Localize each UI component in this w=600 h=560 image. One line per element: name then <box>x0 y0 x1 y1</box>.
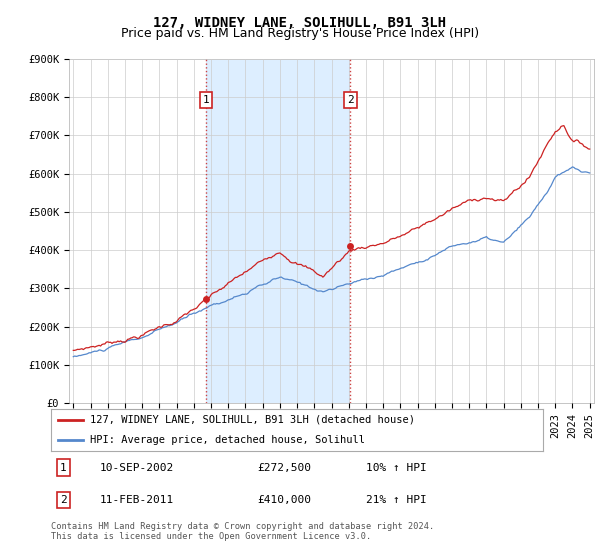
Text: 11-FEB-2011: 11-FEB-2011 <box>100 495 175 505</box>
Text: 21% ↑ HPI: 21% ↑ HPI <box>366 495 427 505</box>
Text: £410,000: £410,000 <box>257 495 311 505</box>
Text: 2: 2 <box>347 95 354 105</box>
Text: 1: 1 <box>60 463 67 473</box>
Text: 10% ↑ HPI: 10% ↑ HPI <box>366 463 427 473</box>
Text: Contains HM Land Registry data © Crown copyright and database right 2024.
This d: Contains HM Land Registry data © Crown c… <box>51 522 434 542</box>
Text: 10-SEP-2002: 10-SEP-2002 <box>100 463 175 473</box>
Text: 2: 2 <box>60 495 67 505</box>
Text: 1: 1 <box>202 95 209 105</box>
Text: HPI: Average price, detached house, Solihull: HPI: Average price, detached house, Soli… <box>91 435 365 445</box>
Text: 127, WIDNEY LANE, SOLIHULL, B91 3LH (detached house): 127, WIDNEY LANE, SOLIHULL, B91 3LH (det… <box>91 415 415 424</box>
Text: 127, WIDNEY LANE, SOLIHULL, B91 3LH: 127, WIDNEY LANE, SOLIHULL, B91 3LH <box>154 16 446 30</box>
Text: Price paid vs. HM Land Registry's House Price Index (HPI): Price paid vs. HM Land Registry's House … <box>121 27 479 40</box>
Bar <box>206 59 350 403</box>
Text: £272,500: £272,500 <box>257 463 311 473</box>
